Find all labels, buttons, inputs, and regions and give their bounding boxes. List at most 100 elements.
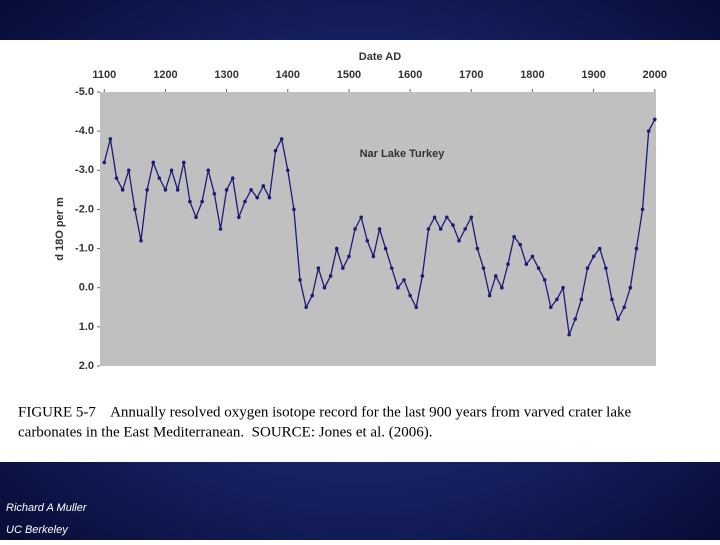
data-point [548, 305, 553, 310]
data-point [377, 227, 382, 231]
data-point [604, 266, 608, 270]
data-point [579, 297, 584, 302]
data-point [310, 293, 315, 298]
data-point [273, 148, 278, 153]
x-tick-label: 1600 [398, 69, 422, 81]
data-point [500, 285, 504, 290]
data-point [426, 227, 431, 231]
data-point [573, 317, 578, 321]
y-tick-label: -2.0 [75, 203, 94, 215]
data-point [188, 199, 192, 204]
x-axis-label: Date AD [359, 51, 401, 63]
x-tick-label: 1700 [459, 69, 483, 81]
footer-author: Richard A Muller [6, 502, 88, 514]
data-point [243, 199, 247, 204]
y-tick-label: -5.0 [75, 86, 94, 98]
y-tick-label: -3.0 [75, 164, 94, 176]
data-point [237, 215, 241, 220]
data-point [506, 262, 510, 267]
data-point [567, 332, 571, 337]
data-point [108, 137, 113, 141]
data-point [175, 188, 180, 192]
x-tick-label: 1100 [92, 69, 116, 81]
data-point [555, 297, 559, 302]
data-point [261, 184, 266, 188]
y-tick-label: 2.0 [79, 360, 94, 372]
data-point [640, 207, 645, 212]
data-point [634, 246, 639, 251]
data-point [230, 176, 235, 180]
data-point [120, 188, 125, 192]
data-point [493, 274, 498, 278]
data-point [432, 215, 437, 220]
y-axis-label: d 18O per m [54, 197, 66, 261]
data-point [322, 285, 327, 290]
data-point [475, 246, 480, 251]
data-point [542, 278, 547, 282]
data-point [591, 254, 596, 259]
data-point [616, 317, 620, 321]
data-point [530, 254, 535, 259]
data-point [414, 305, 419, 310]
x-tick-label: 1200 [153, 69, 177, 81]
data-point [353, 227, 357, 231]
x-tick-label: 2000 [643, 69, 667, 81]
data-point [469, 215, 474, 220]
data-point [285, 168, 290, 173]
data-point [163, 188, 168, 192]
data-point [487, 293, 492, 298]
data-point [347, 254, 351, 259]
data-point [206, 168, 211, 173]
data-point [451, 223, 455, 227]
data-point [139, 238, 143, 243]
data-point [420, 274, 425, 278]
caption-line: FIGURE 5-7 Annually resolved oxygen isot… [18, 404, 631, 420]
data-point [194, 215, 198, 220]
data-point [304, 305, 308, 310]
data-point [524, 262, 529, 267]
data-point [438, 227, 443, 231]
y-tick-label: 0.0 [79, 282, 94, 294]
data-point [267, 195, 272, 200]
data-point [341, 266, 345, 270]
data-point [365, 238, 370, 243]
data-point [224, 188, 229, 192]
data-point [518, 242, 523, 247]
footer-affiliation: UC Berkeley [6, 524, 69, 536]
x-tick-label: 1300 [214, 69, 238, 81]
data-point [255, 195, 259, 200]
y-tick-label: -4.0 [75, 125, 94, 137]
data-point [408, 293, 412, 298]
data-point [102, 160, 107, 165]
data-point [622, 305, 626, 310]
data-point [512, 235, 516, 239]
data-point [646, 129, 651, 133]
x-tick-label: 1800 [520, 69, 544, 81]
data-point [463, 227, 467, 231]
data-point [151, 160, 156, 165]
caption-line: carbonates in the East Mediterranean. SO… [18, 424, 432, 440]
annotation: Nar Lake Turkey [360, 148, 446, 160]
data-point [402, 278, 406, 282]
data-point [316, 266, 321, 270]
data-point [628, 285, 633, 290]
data-point [536, 266, 541, 270]
data-point [218, 227, 223, 231]
data-point [157, 176, 162, 180]
data-point [334, 246, 339, 251]
data-point [359, 215, 363, 220]
data-point [169, 168, 174, 173]
data-point [561, 285, 565, 290]
data-point [328, 274, 333, 278]
data-point [371, 254, 376, 259]
data-point [445, 215, 449, 220]
data-point [457, 238, 461, 243]
data-point [200, 199, 204, 204]
data-point [249, 188, 253, 192]
data-point [396, 285, 400, 290]
data-point [292, 207, 296, 212]
data-point [126, 168, 131, 173]
data-point [145, 188, 149, 192]
